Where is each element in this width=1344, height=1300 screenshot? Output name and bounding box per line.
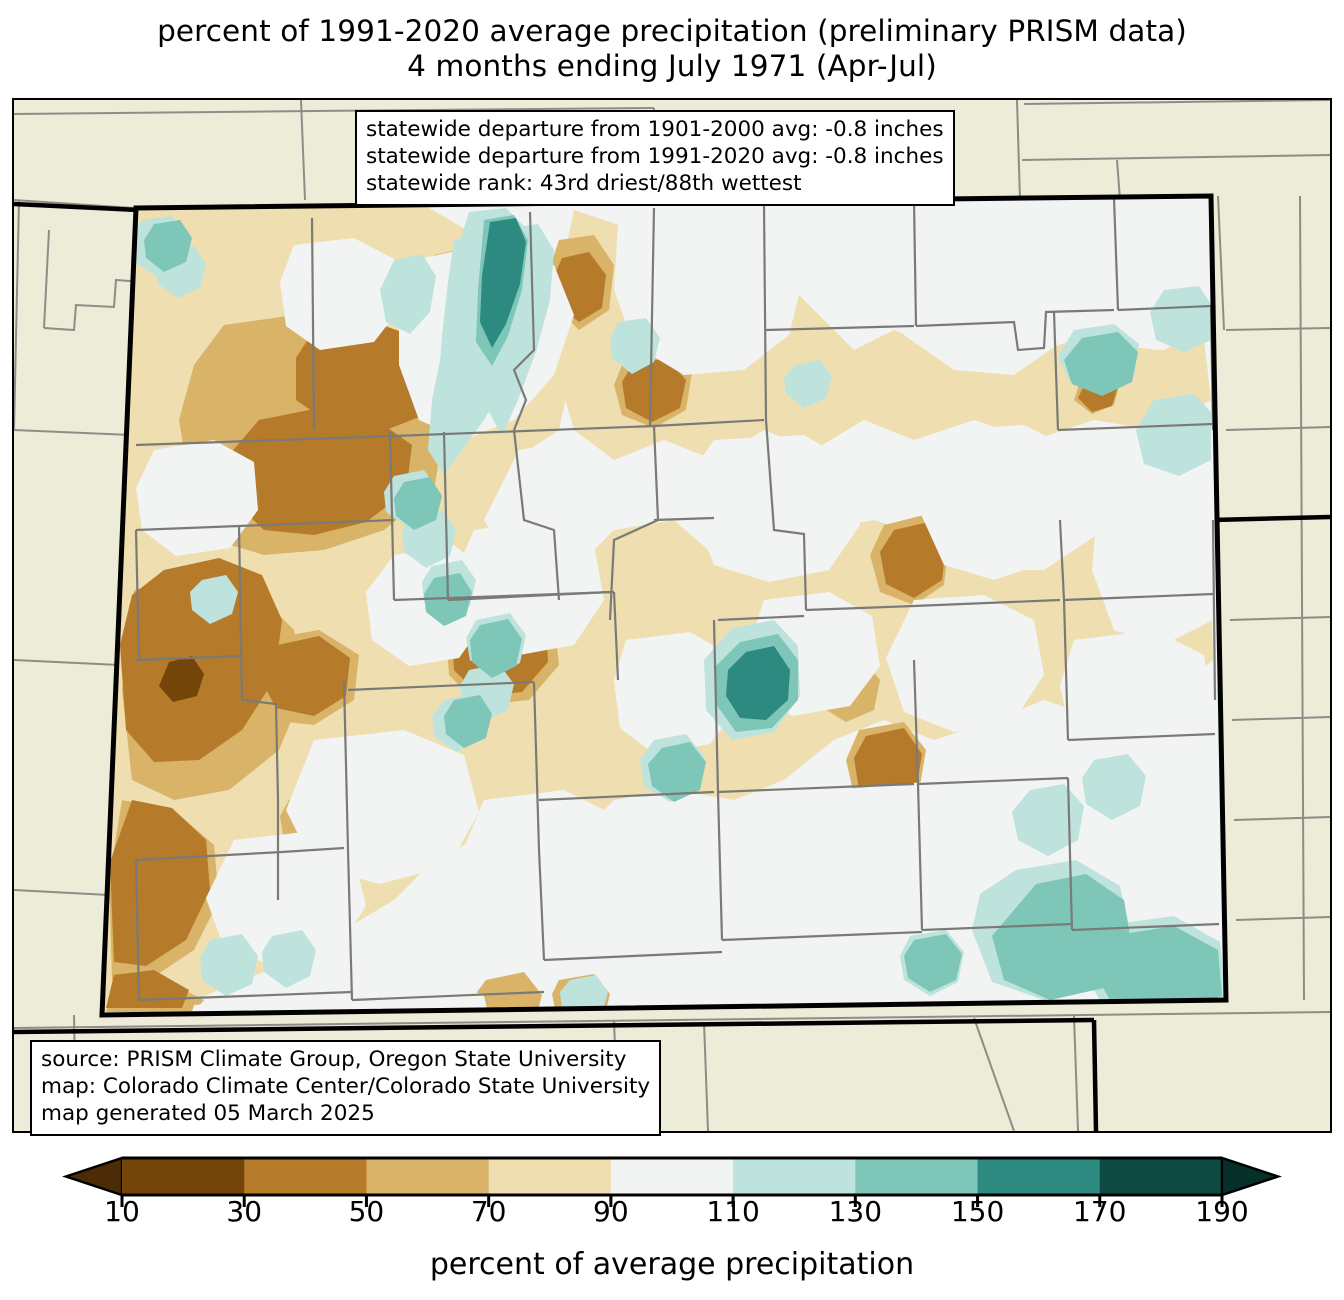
colorbar-segment [855,1158,979,1195]
colorbar-tick-label: 30 [226,1195,263,1228]
title-line-1: percent of 1991-2020 average precipitati… [157,14,1187,48]
source-line-3: map generated 05 March 2025 [41,1101,375,1127]
source-line-1: source: PRISM Climate Group, Oregon Stat… [41,1047,627,1072]
colorbar-over-arrow [1220,1156,1282,1197]
colorbar-tick-label: 170 [1073,1195,1127,1228]
colorbar-segment [244,1158,368,1195]
source-line-2: map: Colorado Climate Center/Colorado St… [41,1074,651,1100]
band-10-30 [159,656,204,702]
colorbar-under-arrow [62,1156,124,1197]
colorbar-tick-label: 70 [470,1195,507,1228]
page-title: percent of 1991-2020 average precipitati… [0,14,1344,85]
band-150-170 [480,218,790,720]
colorbar-segment [488,1158,612,1195]
colorbar-tick-label: 190 [1195,1195,1249,1228]
colorado-precipitation-map [14,100,1330,1131]
stats-line-3: statewide rank: 43rd driest/88th wettest [366,171,802,197]
colorbar-tick-label: 50 [348,1195,385,1228]
colorbar-tick-label: 10 [104,1195,140,1228]
colorbar-swatches [62,1156,1282,1207]
stats-box: statewide departure from 1901-2000 avg: … [355,110,955,206]
colorbar-segment [366,1158,490,1195]
colorbar-tick-label: 150 [950,1195,1005,1228]
colorbar-segment [122,1158,245,1195]
colorbar-tick-label: 110 [706,1195,760,1228]
colorbar-tick-label: 90 [593,1195,629,1228]
precip-raster [102,196,1226,1015]
band-30-50 [106,252,1118,1008]
map-panel [12,98,1332,1133]
title-line-2: 4 months ending July 1971 (Apr-Jul) [407,49,937,84]
colorbar-tick-label: 130 [828,1195,883,1228]
colorbar-segment [977,1158,1101,1195]
colorbar-segment [1099,1158,1223,1195]
stats-line-2: statewide departure from 1991-2020 avg: … [366,144,944,170]
colorbar-tickmarks [120,1195,1224,1207]
source-box: source: PRISM Climate Group, Oregon Stat… [30,1040,662,1136]
stats-line-1: statewide departure from 1901-2000 avg: … [366,117,944,142]
colorbar-segment [733,1158,856,1195]
colorbar-axis-label: percent of average precipitation [429,1247,915,1282]
colorbar: 10 30 50 70 90 110 130 150 170 190 percent of ave… [0,1150,1344,1300]
colorbar-segment [610,1158,734,1195]
colorbar-segments [62,1156,1282,1197]
